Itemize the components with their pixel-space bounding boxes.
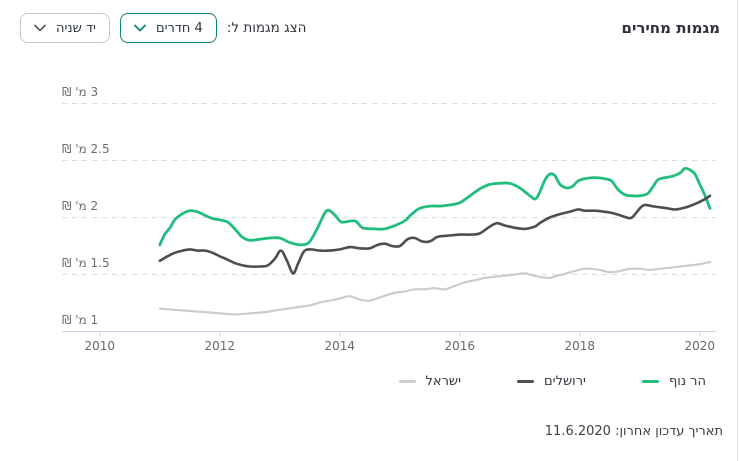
series-line-2	[158, 260, 712, 316]
y-axis-label: 1.5 מ' ₪	[62, 255, 110, 270]
condition-dropdown-value: יד שניה	[56, 20, 96, 36]
chevron-down-icon	[34, 24, 46, 32]
chevron-down-icon	[134, 24, 146, 32]
widget-header: מגמות מחירים הצג מגמות ל: 4 חדרים יד שני…	[0, 0, 740, 43]
rooms-dropdown-value: 4 חדרים	[155, 20, 203, 36]
legend-swatch	[517, 380, 535, 383]
last-updated-label: תאריך עדכון אחרון:	[615, 424, 723, 439]
x-axis-label: 2010	[84, 338, 116, 353]
condition-dropdown[interactable]: יד שניה	[20, 13, 110, 43]
y-axis-label: 2.5 מ' ₪	[62, 141, 110, 156]
chart-area: 1 מ' ₪ 1.5 מ' ₪ 2 מ' ₪ 2.5 מ' ₪ 3 מ' ₪ 2010 20…	[0, 50, 740, 370]
x-axis-label: 2018	[564, 338, 596, 353]
last-updated-date: 11.6.2020	[544, 424, 611, 439]
trend-filters: הצג מגמות ל: 4 חדרים יד שניה	[20, 13, 306, 43]
filters-label: הצג מגמות ל:	[226, 20, 307, 36]
chart-legend: הר נוף ירושלים ישראל	[398, 374, 706, 389]
legend-item-2[interactable]: ישראל	[398, 374, 462, 389]
x-axis-label: 2016	[444, 338, 476, 353]
y-axis-label: 3 מ' ₪	[62, 84, 99, 99]
legend-label: ירושלים	[544, 374, 586, 389]
legend-label: ישראל	[425, 374, 462, 389]
rooms-dropdown[interactable]: 4 חדרים	[119, 13, 217, 43]
legend-swatch	[398, 380, 416, 383]
y-axis-label: 2 מ' ₪	[62, 198, 99, 213]
card-right-border	[737, 0, 738, 461]
x-axis-label: 2014	[324, 338, 356, 353]
series-line-1	[158, 194, 712, 275]
legend-label: הר נוף	[668, 374, 706, 389]
y-axis-label: 1 מ' ₪	[62, 312, 99, 327]
x-axis-label: 2020	[684, 338, 716, 353]
price-trends-chart	[62, 103, 716, 337]
x-axis-label: 2012	[204, 338, 236, 353]
page-title: מגמות מחירים	[621, 19, 721, 37]
legend-item-1[interactable]: ירושלים	[517, 374, 586, 389]
legend-swatch	[641, 380, 659, 383]
series-line-0	[158, 166, 712, 247]
last-updated: תאריך עדכון אחרון: 11.6.2020	[545, 424, 723, 439]
legend-item-0[interactable]: הר נוף	[641, 374, 706, 389]
